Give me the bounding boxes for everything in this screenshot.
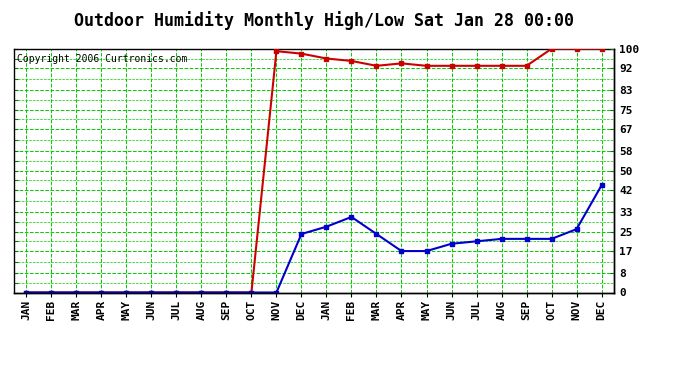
Text: Copyright 2006 Curtronics.com: Copyright 2006 Curtronics.com [17,54,187,64]
Text: Outdoor Humidity Monthly High/Low Sat Jan 28 00:00: Outdoor Humidity Monthly High/Low Sat Ja… [75,11,574,30]
